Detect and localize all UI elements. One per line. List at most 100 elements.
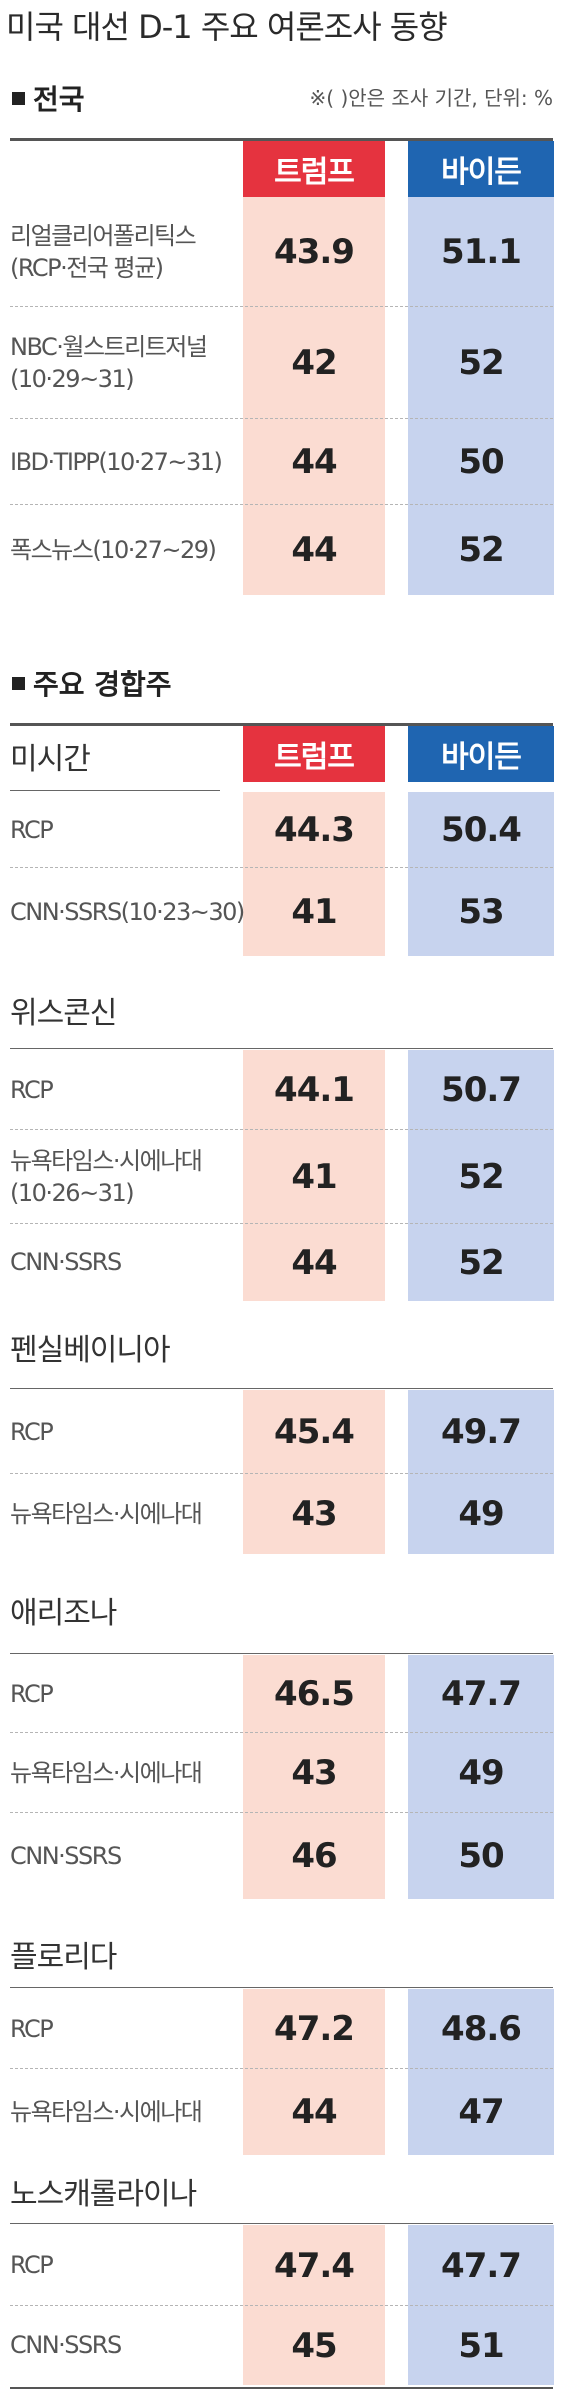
biden-column-fill <box>408 1390 554 1554</box>
poll-label-line: CNN·SSRS <box>10 2331 122 2360</box>
state-underline <box>10 1653 553 1654</box>
poll-label: RCP <box>10 1989 54 2069</box>
trump-value: 46.5 <box>274 1674 355 1714</box>
poll-label: 뉴욕타임스·시에나대 <box>10 1474 203 1554</box>
square-bullet-icon <box>12 676 25 690</box>
trump-value: 43.9 <box>274 232 355 272</box>
trump-value: 44 <box>291 1242 337 1283</box>
table-row: RCP 46.5 47.7 <box>10 1655 553 1733</box>
poll-label-line: 리얼클리어폴리틱스 <box>10 221 197 250</box>
trump-value: 45 <box>291 2325 337 2366</box>
state-underline <box>10 1987 553 1988</box>
poll-label: RCP <box>10 792 54 868</box>
poll-label: 뉴욕타임스·시에나대 <box>10 2069 203 2155</box>
biden-value: 49 <box>458 1753 504 1793</box>
poll-label: CNN·SSRS(10·23~30) <box>10 868 245 956</box>
trump-value: 47.4 <box>274 2245 355 2286</box>
biden-value: 51 <box>458 2325 504 2366</box>
state-name: 애리조나 <box>10 1596 117 1631</box>
table-row: RCP 44.1 50.7 <box>10 1050 553 1130</box>
poll-label-line: RCP <box>10 1075 54 1104</box>
biden-value: 47.7 <box>441 1674 522 1714</box>
biden-column-fill <box>408 792 554 956</box>
biden-value: 50.4 <box>441 810 522 850</box>
biden-value: 50 <box>458 1836 504 1876</box>
biden-value: 52 <box>458 1157 504 1197</box>
trump-value: 43 <box>291 1494 337 1534</box>
poll-label-line: RCP <box>10 2251 54 2280</box>
poll-label-line: 폭스뉴스(10·27~29) <box>10 535 217 564</box>
row-divider <box>10 2305 553 2306</box>
biden-value: 53 <box>458 892 504 932</box>
national-heading: 전국 <box>12 78 85 118</box>
poll-label-line: CNN·SSRS <box>10 1841 122 1870</box>
table-row: 폭스뉴스(10·27~29) 44 52 <box>10 505 553 595</box>
state-name: 미시간 <box>10 742 91 777</box>
swing-heading-text: 주요 경합주 <box>33 668 172 701</box>
poll-label-line: IBD·TIPP(10·27~31) <box>10 447 223 476</box>
biden-header: 바이든 <box>408 141 554 197</box>
trump-column-fill <box>243 792 385 956</box>
biden-value: 49.7 <box>441 1412 522 1452</box>
poll-label: CNN·SSRS <box>10 1224 122 1301</box>
trump-value: 41 <box>291 1157 337 1197</box>
trump-value: 44.1 <box>274 1070 355 1110</box>
poll-label: RCP <box>10 1655 54 1733</box>
poll-label: RCP <box>10 1390 54 1474</box>
poll-label-line: 뉴욕타임스·시에나대 <box>10 1146 203 1175</box>
state-underline <box>10 2223 553 2224</box>
poll-label-line: 뉴욕타임스·시에나대 <box>10 1758 203 1787</box>
poll-label-line: (RCP·전국 평균) <box>10 254 164 282</box>
unit-note: ※( )안은 조사 기간, 단위: % <box>309 86 553 110</box>
state-underline <box>10 1388 553 1389</box>
poll-label-line: 뉴욕타임스·시에나대 <box>10 1499 203 1528</box>
poll-label: IBD·TIPP(10·27~31) <box>10 419 223 505</box>
poll-label: CNN·SSRS <box>10 1813 122 1899</box>
section-rule <box>10 723 553 726</box>
state-name: 위스콘신 <box>10 996 117 1031</box>
row-divider <box>10 504 553 505</box>
table-row: 뉴욕타임스·시에나대 43 49 <box>10 1474 553 1554</box>
trump-value: 41 <box>291 892 337 932</box>
state-underline <box>10 1048 553 1049</box>
biden-column-fill <box>408 1655 554 1899</box>
row-divider <box>10 306 553 307</box>
trump-value: 47.2 <box>274 2009 355 2049</box>
poll-label-line: (10·29~31) <box>10 365 135 393</box>
poll-label-line: CNN·SSRS <box>10 1248 122 1277</box>
table-row: CNN·SSRS(10·23~30) 41 53 <box>10 868 553 956</box>
state-name: 펜실베이니아 <box>10 1333 171 1368</box>
biden-column-fill <box>408 197 554 595</box>
trump-value: 46 <box>291 1836 337 1876</box>
table-row: 뉴욕타임스·시에나대 (10·26~31) 41 52 <box>10 1130 553 1224</box>
biden-value: 51.1 <box>441 232 522 272</box>
biden-column-fill <box>408 1989 554 2155</box>
table-row: RCP 45.4 49.7 <box>10 1390 553 1474</box>
poll-label: 뉴욕타임스·시에나대 <box>10 1733 203 1813</box>
table-row: 뉴욕타임스·시에나대 44 47 <box>10 2069 553 2155</box>
swing-heading: 주요 경합주 <box>12 663 172 703</box>
biden-header: 바이든 <box>408 726 554 782</box>
poll-label: 리얼클리어폴리틱스 (RCP·전국 평균) <box>10 197 197 307</box>
biden-value: 52 <box>458 1242 504 1283</box>
state-underline <box>10 790 220 791</box>
row-divider <box>10 1223 553 1224</box>
trump-column-fill <box>243 1050 385 1301</box>
poll-label-line: 뉴욕타임스·시에나대 <box>10 2097 203 2126</box>
row-divider <box>10 1129 553 1130</box>
table-row: 뉴욕타임스·시에나대 43 49 <box>10 1733 553 1813</box>
row-divider <box>10 1812 553 1813</box>
poll-label-line: RCP <box>10 1417 54 1446</box>
trump-column-fill <box>243 1390 385 1554</box>
national-heading-text: 전국 <box>33 83 85 116</box>
poll-label-line: RCP <box>10 1679 54 1708</box>
table-row: RCP 47.2 48.6 <box>10 1989 553 2069</box>
poll-label-line: CNN·SSRS(10·23~30) <box>10 897 245 926</box>
square-bullet-icon <box>12 91 25 105</box>
biden-value: 49 <box>458 1494 504 1534</box>
trump-column-fill <box>243 1655 385 1899</box>
table-row: NBC·월스트리트저널 (10·29~31) 42 52 <box>10 307 553 419</box>
biden-value: 47 <box>458 2092 504 2132</box>
biden-value: 47.7 <box>441 2245 522 2286</box>
state-name: 노스캐롤라이나 <box>10 2177 197 2212</box>
